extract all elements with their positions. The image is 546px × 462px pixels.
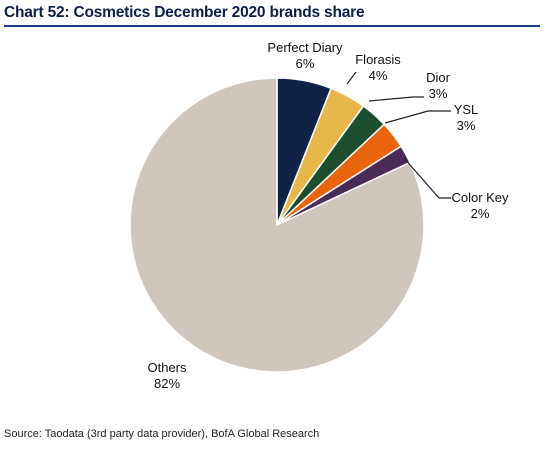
leader-line-color-key <box>403 157 451 199</box>
slice-value-florasis: 4% <box>369 68 388 83</box>
leader-line-dior <box>368 96 424 102</box>
slice-label-perfect-diary: Perfect Diary <box>267 40 343 55</box>
slice-value-dior: 3% <box>429 86 448 101</box>
pie-slice-others <box>129 77 425 373</box>
slice-value-color-key: 2% <box>471 206 490 221</box>
slice-value-others: 82% <box>154 376 180 391</box>
slice-value-ysl: 3% <box>457 118 476 133</box>
chart-title: Chart 52: Cosmetics December 2020 brands… <box>4 4 365 21</box>
slice-label-ysl: YSL <box>454 102 479 117</box>
leader-line-florasis <box>346 71 357 85</box>
slice-label-color-key: Color Key <box>451 190 509 205</box>
slice-label-others: Others <box>147 360 187 375</box>
source-note: Source: Taodata (3rd party data provider… <box>4 428 320 440</box>
title-rule <box>4 25 540 27</box>
slice-value-perfect-diary: 6% <box>296 56 315 71</box>
slice-label-dior: Dior <box>426 70 451 85</box>
leader-line-ysl <box>384 110 451 124</box>
slice-label-florasis: Florasis <box>355 52 401 67</box>
